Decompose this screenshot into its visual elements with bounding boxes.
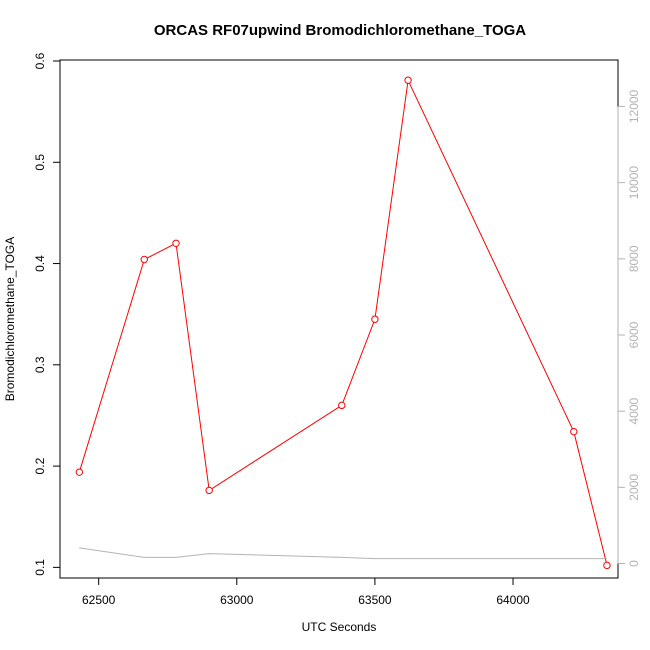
data-point	[570, 427, 578, 436]
data-point	[603, 561, 611, 570]
y2-tick-label: 0	[627, 560, 641, 567]
data-point	[75, 468, 84, 476]
data-point	[404, 76, 412, 84]
y-axis-label: Bromodichloromethane_TOGA	[3, 237, 17, 402]
data-point	[140, 255, 148, 264]
y2-tick-label: 12000	[627, 89, 641, 123]
series-line-0	[78, 78, 608, 566]
y2-tick-label: 10000	[627, 166, 641, 200]
y-tick-label: 0.4	[33, 255, 47, 272]
y-tick-label: 0.2	[33, 457, 47, 474]
chart-title: ORCAS RF07upwind Bromodichloromethane_TO…	[154, 22, 526, 39]
x-tick-label: 63500	[358, 593, 392, 607]
y2-tick-label: 8000	[627, 245, 641, 272]
data-point	[338, 401, 346, 410]
data-point	[205, 486, 213, 495]
data-point	[371, 315, 379, 323]
y-tick-label: 0.3	[33, 356, 47, 373]
data-point	[172, 239, 180, 248]
y-axis-right: 0 2000 4000 6000 8000 10000 12000	[617, 89, 641, 567]
series-layer	[75, 76, 611, 570]
y-tick-label: 0.6	[33, 52, 47, 69]
y2-tick-label: 2000	[627, 474, 641, 501]
x-axis: 62500 63000 63500 64000	[82, 577, 530, 607]
y-axis-left: 0.1 0.2 0.3 0.4 0.5 0.6	[33, 52, 61, 576]
series-line-1	[79, 547, 607, 560]
x-axis-label: UTC Seconds	[302, 620, 377, 634]
y-tick-label: 0.5	[33, 154, 47, 171]
x-tick-label: 63000	[220, 593, 254, 607]
x-tick-label: 64000	[496, 593, 530, 607]
plot-frame	[59, 59, 619, 579]
y-tick-label: 0.1	[33, 559, 47, 576]
y2-tick-label: 6000	[627, 321, 641, 348]
x-tick-label: 62500	[82, 593, 116, 607]
y2-tick-label: 4000	[627, 398, 641, 425]
